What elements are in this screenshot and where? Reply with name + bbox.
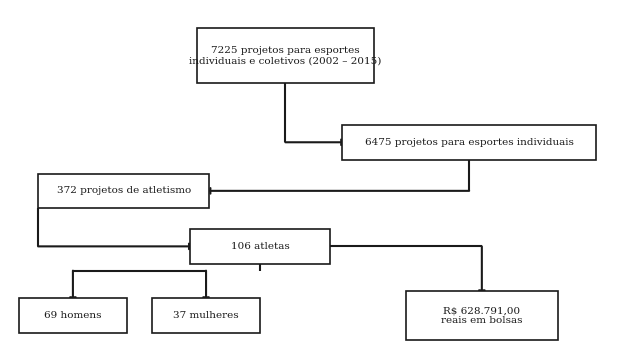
Text: 372 projetos de atletismo: 372 projetos de atletismo [56, 186, 191, 195]
Text: 106 atletas: 106 atletas [231, 242, 289, 251]
Text: 69 homens: 69 homens [44, 311, 101, 320]
Text: 7225 projetos para esportes
individuais e coletivos (2002 – 2015): 7225 projetos para esportes individuais … [189, 46, 382, 65]
FancyBboxPatch shape [197, 28, 374, 83]
FancyBboxPatch shape [342, 125, 596, 160]
FancyBboxPatch shape [152, 298, 260, 333]
FancyBboxPatch shape [406, 291, 558, 340]
FancyBboxPatch shape [19, 298, 127, 333]
Text: R$ 628.791,00
reais em bolsas: R$ 628.791,00 reais em bolsas [441, 306, 522, 325]
FancyBboxPatch shape [190, 229, 330, 264]
Text: 37 mulheres: 37 mulheres [173, 311, 239, 320]
Text: 6475 projetos para esportes individuais: 6475 projetos para esportes individuais [365, 138, 574, 147]
FancyBboxPatch shape [38, 174, 209, 208]
